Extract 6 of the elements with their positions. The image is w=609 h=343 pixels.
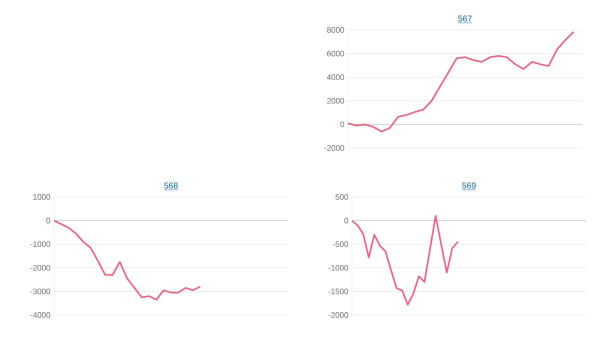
line-series	[351, 215, 459, 306]
line-series	[347, 30, 574, 132]
chart-title: 568	[164, 182, 178, 189]
line-series	[53, 220, 202, 300]
chart-title: 569	[462, 182, 476, 189]
chart-title: 567	[458, 16, 472, 22]
